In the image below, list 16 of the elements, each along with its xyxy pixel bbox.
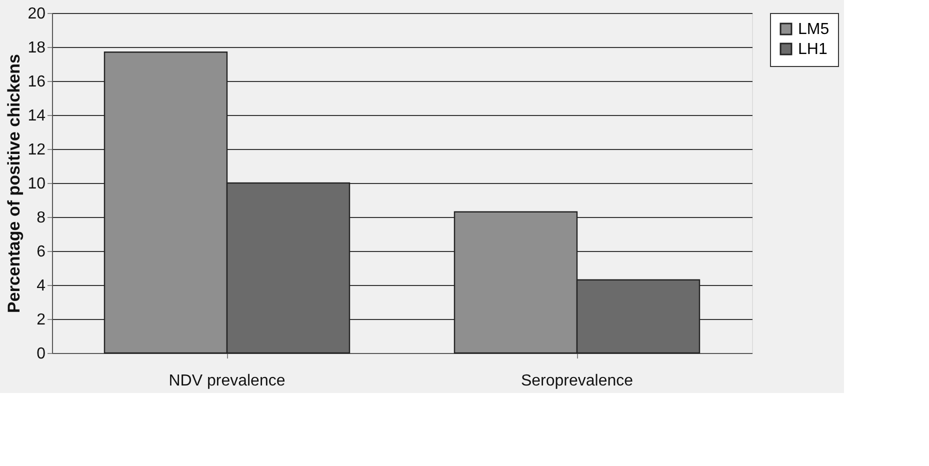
legend-label: LM5 (798, 21, 830, 38)
y-axis-title: Percentage of positive chickens (4, 54, 24, 313)
x-tick-label: Seroprevalence (520, 372, 634, 390)
y-tick-label: 18 (28, 40, 46, 56)
y-tick-label: 20 (28, 6, 46, 22)
y-tick-label: 12 (28, 142, 46, 158)
y-tick-label: 8 (36, 210, 46, 226)
y-tick-label: 14 (28, 108, 46, 124)
x-tick-label: NDV prevalence (168, 372, 286, 390)
y-tick-label: 16 (28, 74, 46, 90)
y-tick-label: 2 (36, 312, 46, 328)
y-tick-label: 0 (36, 346, 46, 362)
y-tick-label: 10 (28, 176, 46, 192)
y-tick-label: 6 (36, 244, 46, 260)
y-tick-label: 4 (36, 278, 46, 294)
legend-label: LH1 (798, 41, 828, 58)
